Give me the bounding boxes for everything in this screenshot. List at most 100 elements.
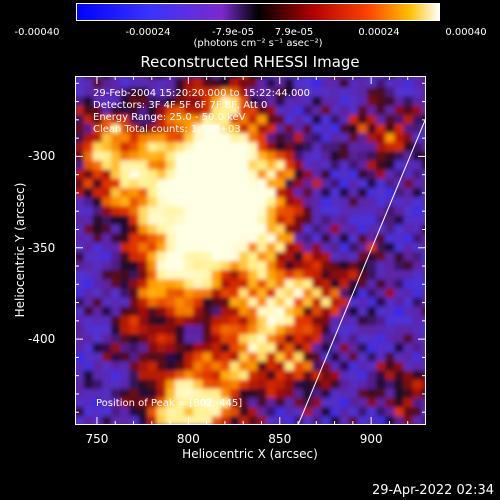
heatmap-cell: [120, 150, 131, 161]
heatmap-cell: [266, 150, 277, 161]
heatmap-cell: [138, 397, 149, 408]
heatmap-cell: [293, 150, 305, 161]
heatmap-cell: [129, 223, 140, 234]
heatmap-cell: [83, 342, 94, 353]
heatmap-cell: [248, 305, 259, 316]
heatmap-cell: [193, 296, 204, 307]
heatmap-cell: [111, 223, 122, 234]
heatmap-cell: [321, 95, 332, 106]
heatmap-cell: [284, 333, 295, 344]
heatmap-cell: [202, 360, 213, 371]
heatmap-cell: [412, 232, 423, 243]
heatmap-cell: [303, 86, 314, 97]
heatmap-cell: [75, 269, 85, 280]
heatmap-cell: [175, 168, 186, 179]
heatmap-cell: [147, 378, 158, 389]
heatmap-cell: [92, 196, 103, 207]
heatmap-cell: [394, 314, 405, 326]
heatmap-cell: [303, 104, 314, 115]
heatmap-cell: [394, 77, 405, 88]
heatmap-cell: [403, 196, 414, 207]
heatmap-cell: [357, 415, 368, 425]
heatmap-cell: [257, 278, 268, 289]
heatmap-cell: [367, 305, 378, 316]
heatmap-cell: [312, 397, 323, 408]
heatmap-cell: [312, 369, 323, 380]
heatmap-cell: [184, 159, 195, 170]
heatmap-cell: [293, 113, 305, 125]
heatmap-cell: [193, 260, 204, 271]
heatmap-cell: [175, 141, 186, 152]
heatmap-cell: [357, 86, 368, 97]
heatmap-cell: [284, 113, 295, 125]
heatmap-cell: [129, 177, 140, 188]
heatmap-cell: [257, 95, 268, 106]
heatmap-cell: [129, 296, 140, 307]
heatmap-cell: [303, 287, 314, 298]
heatmap-cell: [257, 232, 268, 243]
annotation-energy-range: Energy Range: 25.0 - 50.0 keV: [93, 112, 246, 123]
heatmap-cell: [193, 314, 204, 326]
heatmap-cell: [147, 123, 158, 134]
heatmap-cell: [147, 406, 158, 417]
heatmap-cell: [357, 260, 368, 271]
heatmap-cell: [147, 104, 158, 115]
heatmap-cell: [229, 269, 241, 280]
heatmap-cell: [83, 269, 94, 280]
heatmap-cell: [376, 387, 387, 399]
heatmap-cell: [75, 177, 85, 188]
heatmap-cell: [83, 314, 94, 326]
heatmap-cell: [275, 241, 286, 252]
heatmap-cell: [75, 104, 85, 115]
heatmap-cell: [385, 305, 396, 316]
heatmap-cell: [220, 123, 231, 134]
heatmap-cell: [111, 269, 122, 280]
heatmap-cell: [111, 132, 122, 143]
heatmap-cell: [193, 76, 204, 79]
heatmap-cell: [193, 369, 204, 380]
heatmap-cell: [275, 314, 286, 326]
heatmap-cell: [275, 95, 286, 106]
heatmap-cell: [147, 232, 158, 243]
heatmap-cell: [138, 132, 149, 143]
heatmap-cell: [303, 214, 314, 225]
heatmap-cell: [257, 214, 268, 225]
heatmap-cell: [339, 205, 350, 216]
heatmap-cell: [175, 250, 186, 262]
heatmap-cell: [257, 177, 268, 188]
heatmap-cell: [303, 269, 314, 280]
heatmap-cell: [101, 141, 113, 152]
heatmap-cell: [275, 378, 286, 389]
heatmap-cell: [275, 113, 286, 125]
heatmap-cell: [120, 232, 131, 243]
heatmap-cell: [138, 351, 149, 362]
heatmap-cell: [111, 278, 122, 289]
heatmap-cell: [412, 123, 423, 134]
heatmap-cell: [367, 342, 378, 353]
heatmap-cell: [156, 369, 167, 380]
heatmap-cell: [312, 132, 323, 143]
heatmap-cell: [83, 305, 94, 316]
heatmap-cell: [394, 305, 405, 316]
heatmap-cell: [257, 387, 268, 399]
heatmap-cell: [165, 232, 177, 243]
heatmap-cell: [275, 406, 286, 417]
heatmap-cell: [275, 223, 286, 234]
heatmap-cell: [147, 223, 158, 234]
heatmap-cell: [220, 278, 231, 289]
heatmap-cell: [147, 287, 158, 298]
heatmap-cell: [376, 214, 387, 225]
heatmap-cell: [330, 324, 341, 335]
heatmap-cell: [293, 387, 305, 399]
heatmap-cell: [385, 223, 396, 234]
heatmap-cell: [83, 369, 94, 380]
heatmap-cell: [111, 296, 122, 307]
heatmap-cell: [266, 223, 277, 234]
heatmap-cell: [257, 333, 268, 344]
heatmap-cell: [367, 415, 378, 425]
heatmap-cell: [101, 342, 113, 353]
heatmap-cell: [138, 406, 149, 417]
heatmap-cell: [111, 241, 122, 252]
heatmap-cell: [129, 415, 140, 425]
heatmap-cell: [330, 168, 341, 179]
